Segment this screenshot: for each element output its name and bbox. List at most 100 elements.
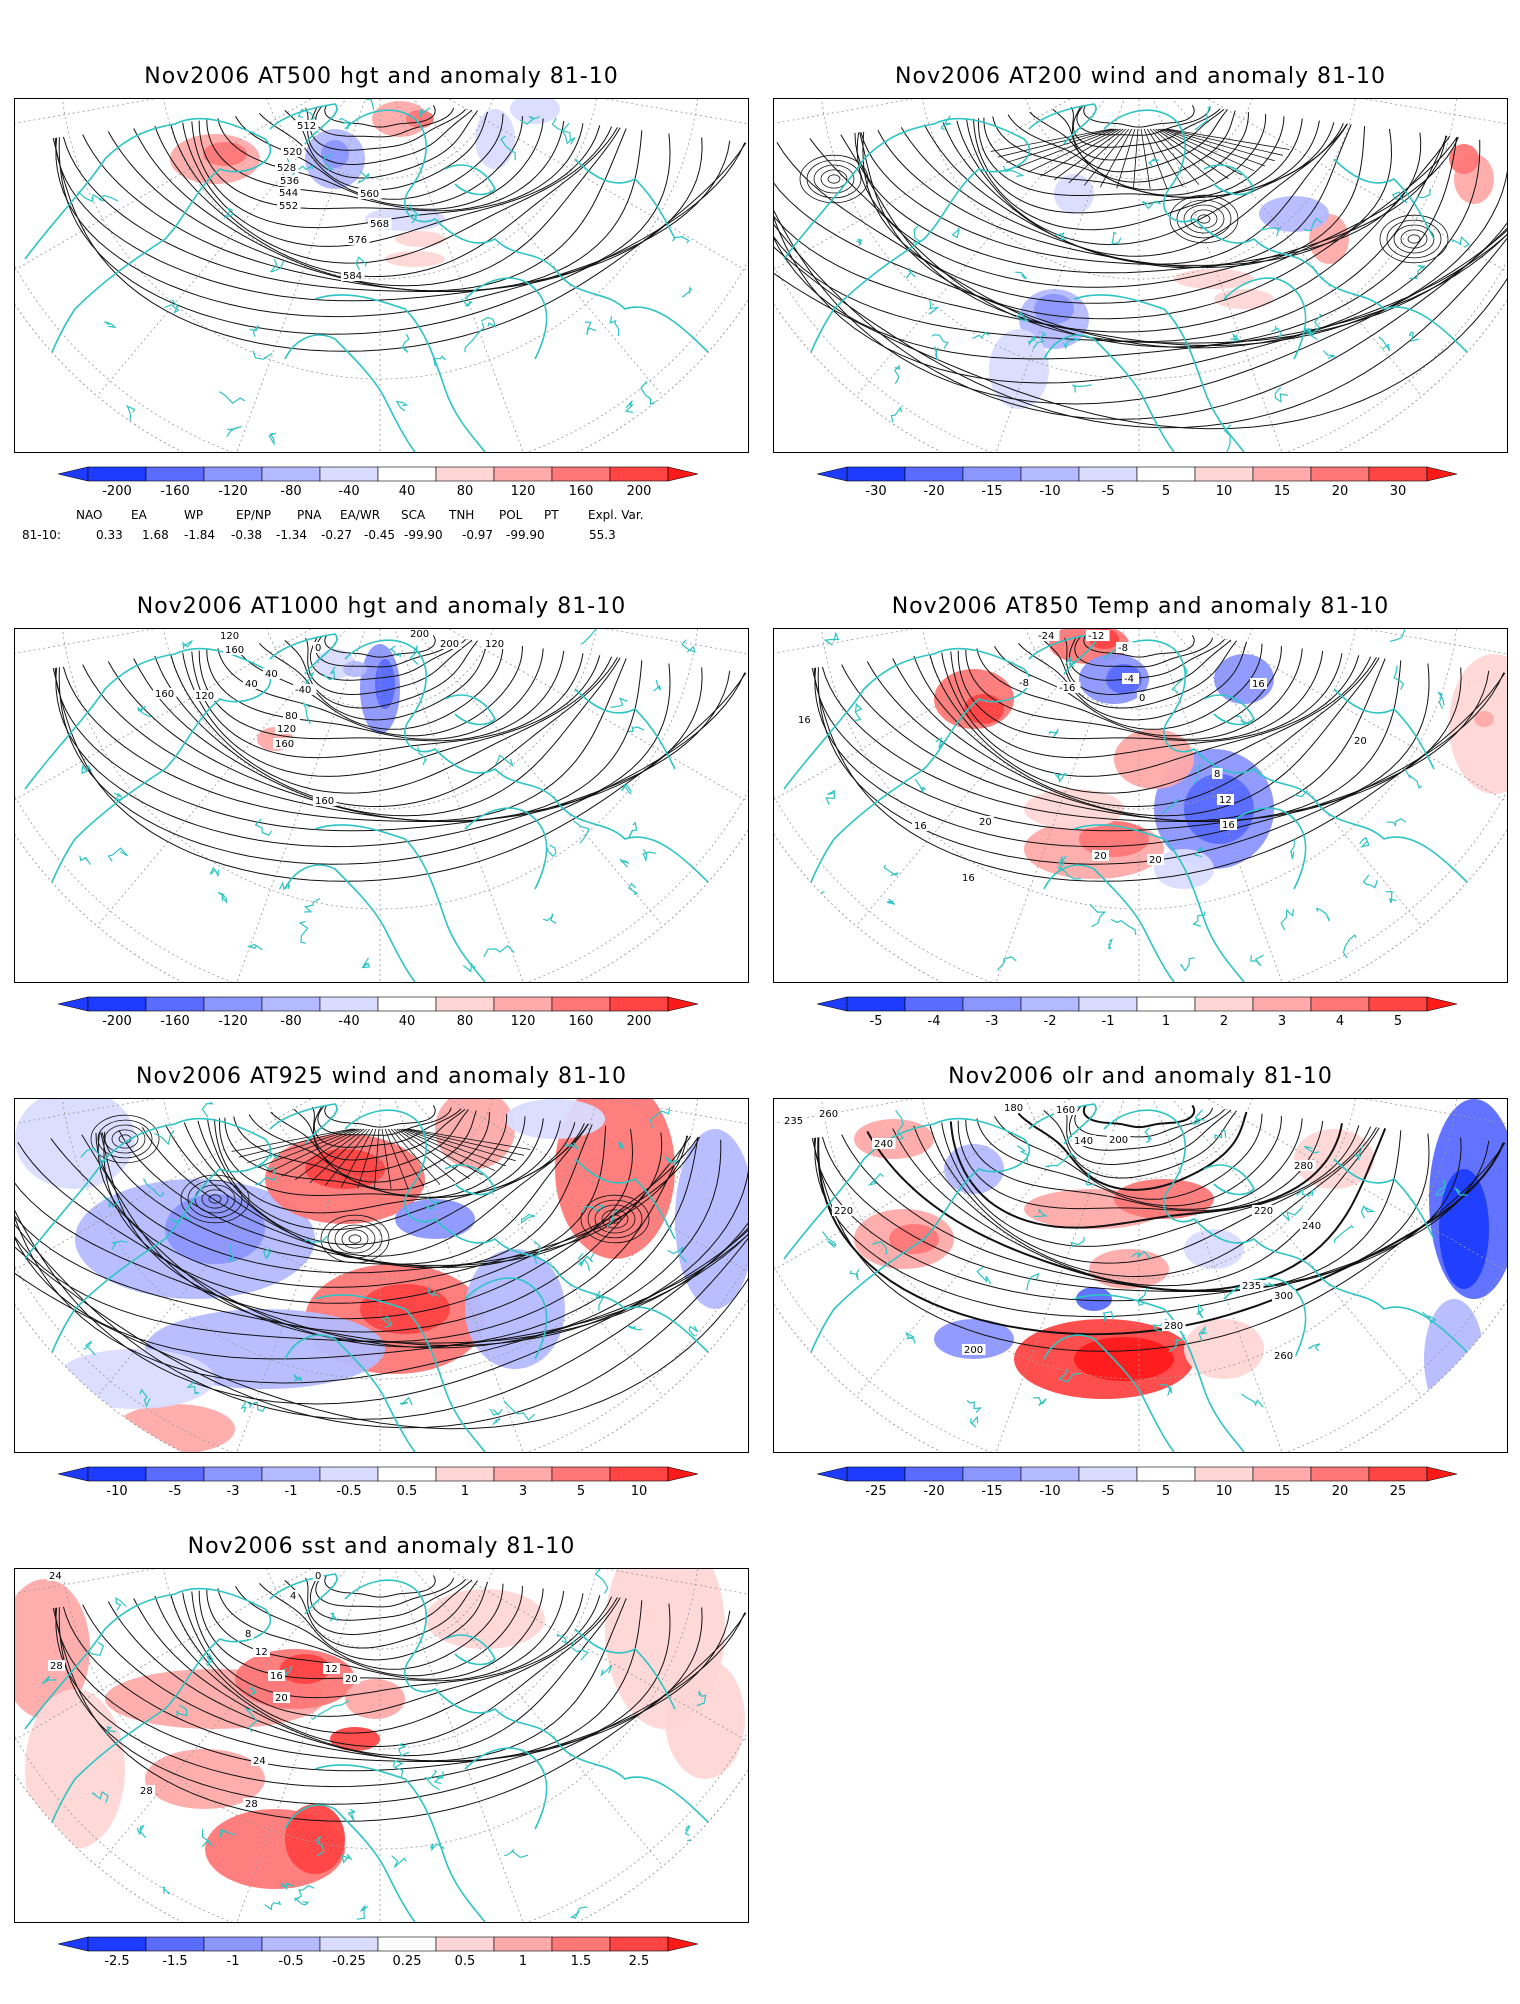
coastline — [444, 694, 496, 726]
colorbar-segment — [87, 996, 147, 1012]
colorbar-segment — [846, 1466, 906, 1482]
colorbar-segment — [962, 996, 1022, 1012]
coastline — [269, 1573, 338, 1615]
anomaly-shading — [1076, 1287, 1112, 1311]
anomaly-shading — [1214, 654, 1274, 704]
anomaly-shading — [1184, 1229, 1244, 1269]
colorbar-tick-label: 5 — [1161, 484, 1171, 499]
colorbar-tick-label: -15 — [981, 1484, 1003, 1499]
panel-olr: Nov2006 olr and anomaly 81-10 235 260 240 2… — [773, 1064, 1508, 1534]
panel-200wind: Nov2006 AT200 wind and anomaly 81-10 -30… — [773, 64, 1508, 534]
coastline — [24, 117, 272, 420]
colorbar-segment — [435, 1466, 495, 1482]
colorbar-segment — [435, 1936, 495, 1952]
index-header: WP — [184, 508, 204, 522]
coastline — [1028, 103, 1097, 145]
contour-label: 20 — [1354, 736, 1367, 747]
anomaly-shading — [475, 109, 515, 169]
contour-label: 200 — [1109, 1135, 1128, 1146]
panel-850temp: Nov2006 AT850 Temp and anomaly 81-10 -24… — [773, 594, 1508, 1064]
anomaly-shading — [25, 1689, 125, 1849]
coastline — [1203, 164, 1255, 196]
anomaly-shading — [145, 1749, 265, 1809]
colorbar-segment — [1368, 996, 1428, 1012]
colorbar-segment — [145, 1466, 205, 1482]
colorbar-segment — [1194, 466, 1254, 482]
colorbar-tick-label: -4 — [927, 1014, 941, 1029]
colorbar-segment — [609, 1936, 669, 1952]
colorbar-tick-label: 5 — [1161, 1484, 1171, 1499]
colorbar-tick-label: 1.5 — [570, 1954, 592, 1969]
colorbar-segment — [261, 996, 321, 1012]
coastline — [783, 117, 1031, 420]
colorbar-tick-label: 200 — [626, 484, 652, 499]
panel-sst: Nov2006 sst and anomaly 81-10 24 28 0 4 8 12 1… — [14, 1534, 749, 2004]
contour-label: 24 — [253, 1756, 266, 1767]
colorbar-tick-label: 20 — [1331, 484, 1349, 499]
map-svg — [774, 99, 1507, 452]
panel-title: Nov2006 olr and anomaly 81-10 — [948, 1064, 1333, 1089]
contour-label: -12 — [1088, 631, 1104, 642]
colorbar-segment — [203, 466, 263, 482]
anomaly-shading — [505, 1099, 605, 1139]
colorbar-tick-label: -30 — [865, 484, 887, 499]
coastline — [783, 647, 1031, 950]
coastline — [574, 1158, 676, 1240]
colorbar-segment — [962, 466, 1022, 482]
coastline — [464, 1747, 548, 1830]
colorbar-segment — [203, 1466, 263, 1482]
teleconnection-table: NAO EA WP EP/NP PNA EA/WR SCA TNH POL PT… — [14, 508, 749, 568]
colorbar-tick-label: 20 — [1331, 1484, 1349, 1499]
contour-label: 0 — [315, 1571, 321, 1582]
coastline — [1028, 1103, 1097, 1145]
coastline — [1103, 1109, 1507, 1440]
panel-500hgt: Nov2006 AT500 hgt and anomaly 81-10 512 5… — [14, 64, 749, 542]
colorbar-tick-label: 25 — [1389, 1484, 1407, 1499]
index-header: EA/WR — [340, 508, 381, 522]
coastline — [269, 633, 338, 675]
map-svg: -24 -12 -8 -8 -4 -16 0 16 16 8 12 16 20 16 20 20 20 16 — [774, 629, 1507, 982]
contour-label: 220 — [1254, 1206, 1273, 1217]
colorbar-tick-label: -0.5 — [336, 1484, 362, 1499]
colorbar-segment — [1078, 1466, 1138, 1482]
contour-label: 40 — [265, 669, 278, 680]
index-value: -1.34 — [276, 528, 308, 542]
colorbar-tick-label: -0.25 — [332, 1954, 366, 1969]
contour-label: 24 — [49, 1571, 62, 1582]
map-area: 120 160 40 0 -40 40 80 120 160 200 200 120 160 120 160 — [14, 628, 749, 983]
anomaly-shading — [345, 1679, 405, 1719]
anomaly-shading — [889, 1224, 939, 1254]
coastline — [464, 1277, 548, 1360]
colorbar-tick-label: 5 — [576, 1484, 586, 1499]
colorbar-segment — [1078, 466, 1138, 482]
map-svg — [15, 1099, 748, 1452]
contour-label: 512 — [297, 121, 316, 132]
map-svg: 235 260 240 220 180 160 200 140 280 300 235 220 240 2… — [774, 1099, 1507, 1452]
panel-title: Nov2006 AT500 hgt and anomaly 81-10 — [144, 64, 619, 89]
coastline — [444, 164, 496, 196]
colorbar-tick-label: 40 — [398, 484, 416, 499]
contour-label: 20 — [1094, 851, 1107, 862]
coastline — [344, 1109, 748, 1440]
colorbar: -5 -4 -3 -2 -1 1 2 3 4 5 — [817, 994, 1467, 1054]
anomaly-shading — [1259, 196, 1329, 232]
contour-label: 0 — [1139, 693, 1145, 704]
colorbar-segment — [1310, 466, 1370, 482]
contour-label: 16 — [914, 821, 927, 832]
colorbar-tick-label: -0.5 — [278, 1954, 304, 1969]
colorbar-tick-label: 160 — [568, 1014, 594, 1029]
colorbar-tick-label: -20 — [923, 1484, 945, 1499]
coastline — [574, 688, 676, 770]
colorbar-segment — [1136, 996, 1196, 1012]
colorbar-segment — [904, 466, 964, 482]
index-value: 55.3 — [589, 528, 616, 542]
colorbar-svg — [58, 466, 699, 482]
anomaly-shading — [15, 1099, 135, 1189]
contour-label: 220 — [834, 1206, 853, 1217]
anomaly-shading — [1024, 789, 1124, 829]
anomaly-shading — [1054, 174, 1094, 214]
colorbar-segment — [145, 466, 205, 482]
contour-label: 120 — [220, 631, 239, 642]
colorbar-tick-label: -80 — [280, 1014, 302, 1029]
coastline — [269, 1103, 338, 1145]
